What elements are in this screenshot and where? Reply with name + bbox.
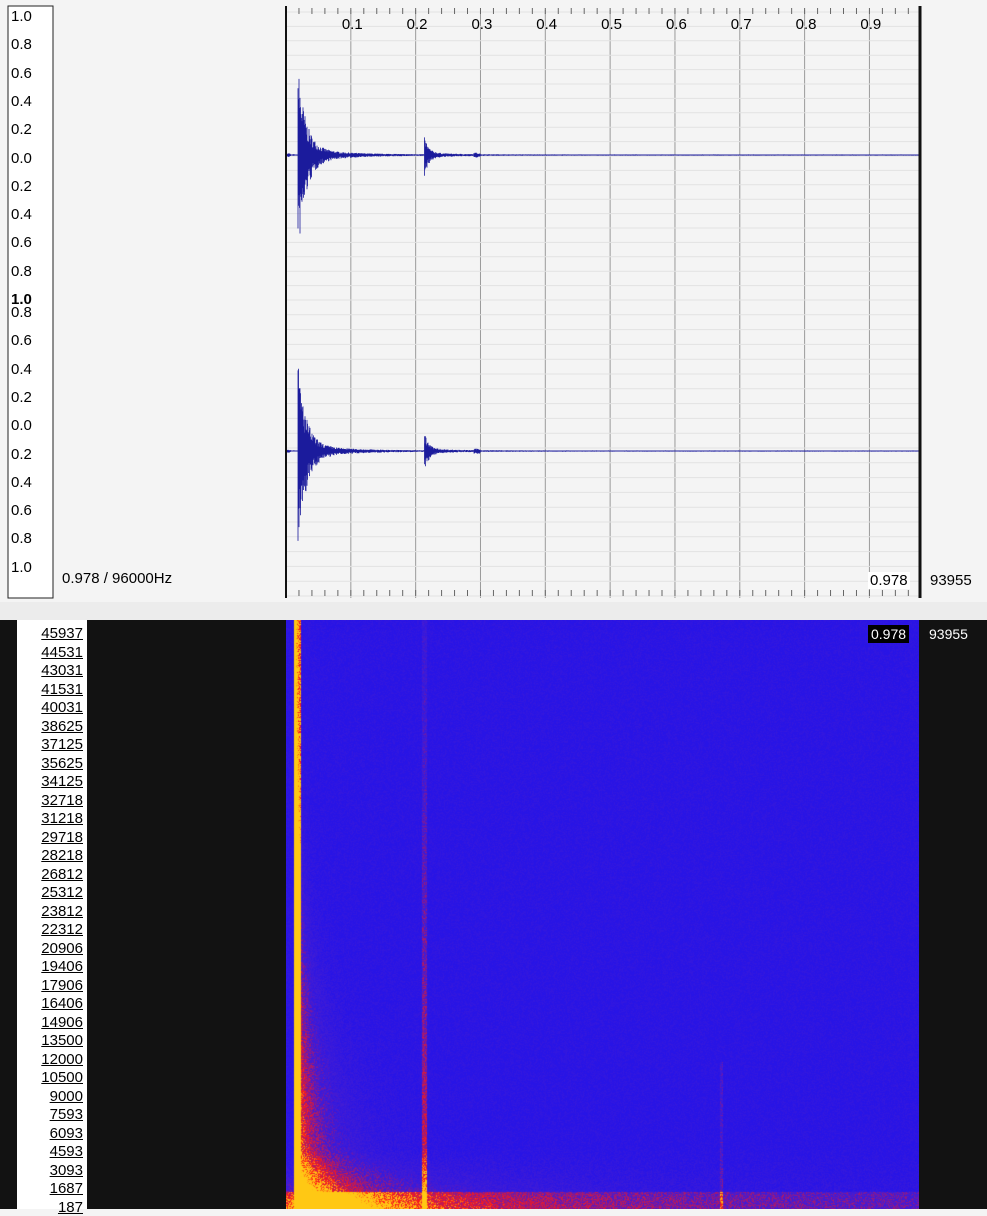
frequency-label: 45937 <box>41 625 83 642</box>
frequency-label: 6093 <box>49 1124 83 1142</box>
spectrogram-end-time: 0.978 <box>868 625 910 643</box>
time-ruler-label: 0.3 <box>471 16 492 33</box>
amplitude-label: 0.4 <box>11 360 32 378</box>
frequency-label: 9000 <box>49 1087 83 1105</box>
frequency-label: 32718 <box>41 791 83 809</box>
time-ruler-label: 0.6 <box>666 16 687 33</box>
spectrogram-panel[interactable]: 45937 44531 43031 41531 40031 38625 37125 35625… <box>0 602 987 1215</box>
frequency-scale: 45937 44531 43031 41531 40031 38625 37125 35625… <box>17 620 87 1215</box>
time-ruler-label: 0.5 <box>601 16 622 33</box>
frequency-label: 10500 <box>41 1069 83 1087</box>
waveform-channel <box>286 368 920 541</box>
time-grid <box>286 10 920 598</box>
amplitude-label: 1.0 <box>11 8 32 25</box>
amplitude-label: 0.2 <box>11 121 32 139</box>
spectrogram-end-sample: 93955 <box>929 626 968 642</box>
amplitude-label: 0.6 <box>11 64 32 82</box>
waveform-panel[interactable]: 0.1 0.2 0.3 0.4 0.5 0.6 0.7 0.8 0.9 1.0 0.8 0.6 0.4… <box>0 0 987 602</box>
amplitude-label: 0.0 <box>11 149 32 167</box>
time-ruler-label: 0.1 <box>342 16 363 33</box>
time-ruler-label: 0.8 <box>796 16 817 33</box>
frequency-label: 41531 <box>41 680 83 698</box>
amplitude-label: 0.8 <box>11 262 32 280</box>
frequency-label: 28218 <box>41 847 83 865</box>
frequency-label: 29718 <box>41 828 83 846</box>
amplitude-label: 0.6 <box>11 234 32 252</box>
amplitude-label: 0.4 <box>11 92 32 110</box>
frequency-label: 43031 <box>41 662 83 680</box>
time-ruler-label: 0.2 <box>407 16 428 33</box>
amplitude-label: 1.0 <box>11 291 32 308</box>
sample-rate-info: 0.978 / 96000Hz <box>62 570 173 587</box>
frequency-label: 4593 <box>49 1143 83 1161</box>
frequency-label: 38625 <box>41 717 83 735</box>
amplitude-label: 0.6 <box>11 502 32 520</box>
frequency-label: 26812 <box>41 865 83 883</box>
frequency-label: 12000 <box>41 1050 83 1068</box>
amplitude-label: 0.0 <box>11 417 32 435</box>
amplitude-scale-box <box>7 5 54 599</box>
time-ruler-label: 0.9 <box>860 16 881 33</box>
time-ruler-label: 0.4 <box>536 16 557 33</box>
frequency-label: 44531 <box>41 643 83 661</box>
waveform-canvas[interactable]: 0.1 0.2 0.3 0.4 0.5 0.6 0.7 0.8 0.9 <box>0 0 987 602</box>
frequency-label: 25312 <box>41 884 83 902</box>
amplitude-label: 0.2 <box>11 445 32 463</box>
end-time-label: 0.978 <box>868 572 910 589</box>
spectrogram-right-gutter <box>919 620 987 1209</box>
amplitude-label: 0.4 <box>11 473 32 491</box>
amplitude-label: 0.8 <box>11 304 32 321</box>
frequency-label: 35625 <box>41 754 83 772</box>
waveform-trace <box>286 78 920 541</box>
frequency-label: 187 <box>57 1199 83 1216</box>
frequency-label: 13500 <box>41 1032 83 1050</box>
frequency-label: 20906 <box>41 939 83 957</box>
frequency-label: 7593 <box>49 1106 83 1124</box>
spectrogram-canvas[interactable] <box>286 620 919 1209</box>
time-ruler-label: 0.7 <box>731 16 752 33</box>
amplitude-label: 0.8 <box>11 530 32 548</box>
amplitude-label: 0.4 <box>11 206 32 224</box>
end-sample-label: 93955 <box>930 572 972 589</box>
frequency-label: 19406 <box>41 958 83 976</box>
frequency-label: 31218 <box>41 810 83 828</box>
frequency-label: 14906 <box>41 1013 83 1031</box>
frequency-label: 16406 <box>41 995 83 1013</box>
frequency-label: 37125 <box>41 736 83 754</box>
frequency-label: 23812 <box>41 902 83 920</box>
amplitude-label: 0.2 <box>11 177 32 195</box>
amplitude-label: 0.6 <box>11 332 32 350</box>
frequency-label: 3093 <box>49 1161 83 1179</box>
frequency-label: 40031 <box>41 699 83 717</box>
amplitude-label: 1.0 <box>11 558 32 576</box>
amplitude-label: 0.8 <box>11 36 32 54</box>
frequency-label: 34125 <box>41 773 83 791</box>
amplitude-label: 0.2 <box>11 388 32 406</box>
frequency-label: 22312 <box>41 921 83 939</box>
frequency-label: 17906 <box>41 976 83 994</box>
time-ruler: 0.1 0.2 0.3 0.4 0.5 0.6 0.7 0.8 0.9 <box>285 8 909 596</box>
frequency-label: 1687 <box>49 1180 83 1198</box>
